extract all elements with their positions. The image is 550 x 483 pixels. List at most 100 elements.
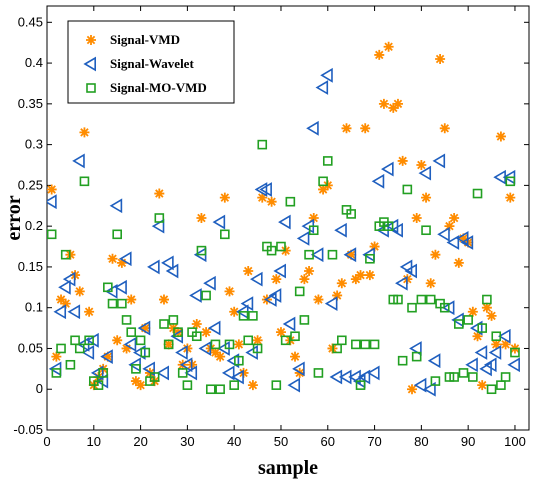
data-point-signal-vmd (219, 192, 230, 203)
data-point-signal-vmd (271, 274, 282, 285)
data-point-signal-wavelet (395, 275, 408, 291)
data-point-signal-mo-vmd (308, 225, 319, 236)
data-point-signal-vmd (79, 127, 90, 138)
data-point-signal-vmd (51, 351, 62, 362)
data-point-signal-vmd (430, 249, 441, 260)
data-point-signal-mo-vmd (439, 302, 450, 313)
y-tick-label: 0.15 (18, 259, 43, 274)
data-point-signal-mo-vmd (131, 364, 141, 374)
data-point-signal-vmd (47, 184, 57, 195)
data-point-signal-wavelet (114, 279, 127, 295)
axis-ticks: 0 10 20 30 40 50 60 70 80 90 100-0.0500.050.10.150… (13, 6, 529, 449)
data-point-signal-wavelet (62, 271, 76, 287)
x-tick-label: 20 (133, 434, 147, 449)
data-point-signal-mo-vmd (168, 315, 179, 325)
data-point-signal-mo-vmd (74, 343, 85, 354)
data-point-signal-vmd (140, 323, 151, 334)
data-point-signal-wavelet (250, 271, 263, 287)
data-point-signal-wavelet (151, 218, 165, 234)
data-point-signal-mo-vmd (505, 176, 516, 187)
data-point-signal-mo-vmd (276, 241, 286, 252)
data-point-signal-wavelet (179, 357, 193, 373)
data-point-signal-mo-vmd (121, 315, 132, 325)
data-point-signal-wavelet (296, 230, 310, 246)
data-point-signal-vmd (416, 160, 427, 170)
x-tick-label: 80 (414, 434, 428, 449)
data-point-signal-mo-vmd (60, 249, 71, 260)
data-point-signal-vmd (243, 266, 254, 276)
data-point-signal-vmd (369, 241, 380, 252)
data-point-signal-vmd (135, 380, 146, 391)
data-point-signal-vmd (336, 278, 347, 289)
legend-label-signal-wavelet: Signal-Wavelet (110, 56, 194, 71)
x-tick-label: 70 (367, 434, 381, 449)
data-point-signal-wavelet (474, 345, 488, 360)
data-point-signal-vmd (215, 351, 226, 362)
data-point-signal-mo-vmd (491, 331, 502, 342)
data-point-signal-mo-vmd (182, 380, 193, 390)
data-point-signal-mo-vmd (149, 372, 160, 382)
y-axis-label: error (3, 195, 25, 240)
data-point-signal-mo-vmd (486, 384, 497, 395)
data-point-signal-wavelet (418, 165, 432, 181)
y-tick-label: -0.05 (13, 422, 43, 437)
data-point-signal-mo-vmd (215, 384, 225, 395)
data-point-signal-wavelet (184, 365, 198, 381)
data-point-signal-wavelet (207, 320, 221, 336)
data-point-signal-mo-vmd (425, 294, 436, 305)
data-point-signal-mo-vmd (271, 380, 282, 390)
data-point-signal-vmd (290, 351, 301, 362)
data-point-signal-vmd (435, 54, 446, 64)
data-point-signal-wavelet (423, 381, 436, 397)
data-point-signal-vmd (130, 376, 141, 387)
data-point-signal-mo-vmd (322, 156, 333, 166)
data-point-signal-mo-vmd (294, 286, 305, 297)
series-signal-mo-vmd (47, 139, 520, 395)
data-point-signal-mo-vmd (47, 229, 57, 240)
legend: Signal-VMD Signal-Wavelet Signal-MO-VMD (67, 20, 235, 104)
data-point-signal-mo-vmd (468, 372, 478, 382)
data-point-signal-mo-vmd (402, 184, 413, 195)
data-point-signal-wavelet (175, 345, 188, 360)
data-point-signal-vmd (299, 274, 310, 285)
data-point-signal-mo-vmd (299, 315, 310, 325)
data-point-signal-mo-vmd (360, 339, 371, 350)
data-point-signal-wavelet (118, 251, 132, 267)
data-point-signal-vmd (252, 335, 263, 346)
data-point-signal-wavelet (198, 341, 212, 356)
legend-marker-signal-mo-vmd (86, 83, 96, 93)
data-point-signal-vmd (247, 380, 258, 391)
data-point-signal-wavelet (90, 365, 104, 381)
x-tick-label: 30 (180, 434, 194, 449)
data-point-signal-wavelet (371, 173, 385, 189)
data-point-signal-vmd (84, 306, 95, 317)
data-point-signal-vmd (257, 192, 268, 203)
x-tick-label: 90 (461, 434, 475, 449)
data-point-signal-mo-vmd (351, 339, 361, 350)
legend-item-signal-wavelet (83, 56, 96, 72)
data-point-signal-vmd (477, 380, 488, 391)
legend-marker-signal-wavelet (83, 56, 96, 72)
data-point-signal-mo-vmd (346, 209, 356, 219)
legend-item-signal-mo-vmd (86, 83, 96, 93)
data-point-signal-mo-vmd (229, 380, 239, 390)
y-tick-label: 0.2 (25, 218, 43, 233)
data-point-signal-wavelet (109, 198, 123, 214)
data-point-signal-mo-vmd (397, 355, 408, 366)
legend-item-signal-vmd (86, 35, 96, 45)
data-point-signal-mo-vmd (252, 343, 263, 354)
data-points (47, 41, 520, 397)
data-point-signal-mo-vmd (266, 245, 277, 256)
data-point-signal-vmd (392, 98, 403, 109)
data-point-signal-mo-vmd (290, 331, 300, 342)
data-point-signal-mo-vmd (393, 294, 403, 305)
y-tick-label: 0.25 (18, 177, 43, 192)
data-point-signal-wavelet (100, 349, 113, 365)
data-point-signal-mo-vmd (383, 221, 394, 231)
data-point-signal-wavelet (413, 377, 427, 393)
data-point-signal-mo-vmd (112, 229, 122, 240)
data-point-signal-vmd (397, 155, 408, 166)
data-point-signal-vmd (74, 286, 85, 297)
data-point-signal-wavelet (292, 361, 305, 377)
data-point-signal-wavelet (409, 341, 422, 356)
